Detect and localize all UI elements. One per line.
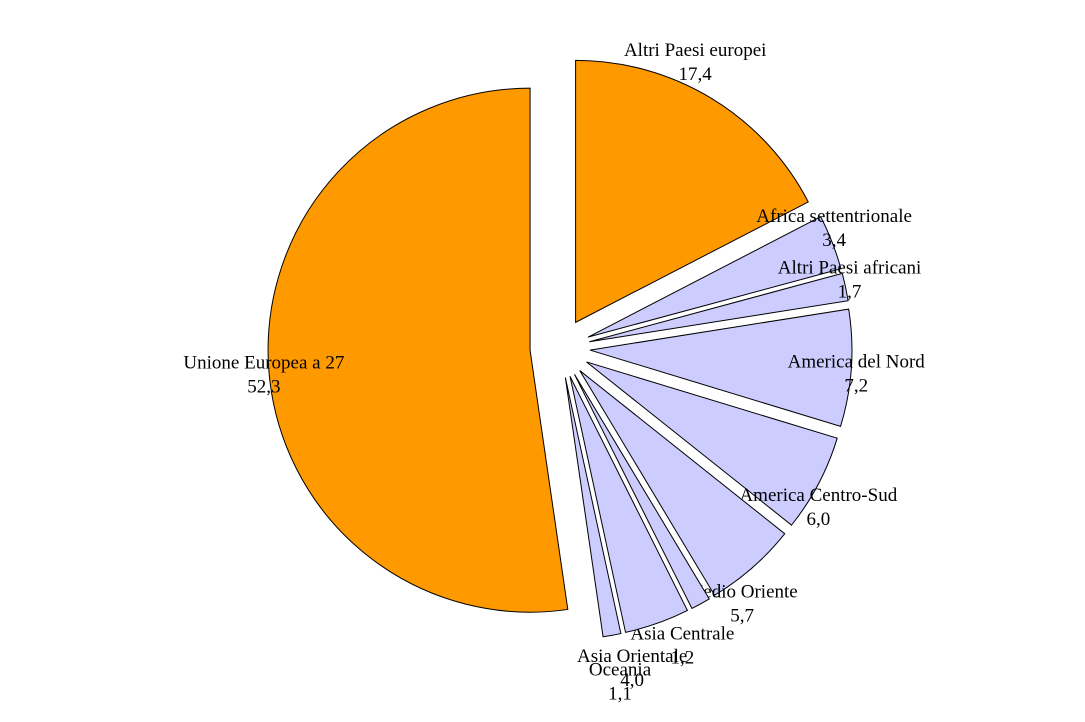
slice-label: America del Nord [788, 351, 926, 372]
pie-slice [589, 272, 849, 343]
pie-slice [574, 374, 710, 610]
slice-value: 6,0 [806, 509, 830, 530]
slice-value: 1,1 [608, 684, 632, 705]
slice-label: Medio Oriente [686, 581, 797, 602]
pie-slice [564, 377, 622, 638]
pie-slice [589, 308, 853, 427]
pie-slice [575, 59, 809, 324]
pie-slice [587, 216, 842, 338]
slice-value: 3,4 [822, 230, 846, 251]
slice-label: Altri Paesi africani [778, 258, 922, 279]
slice-value: 52,3 [247, 376, 280, 397]
slice-label: Unione Europea a 27 [183, 352, 344, 373]
pie-slice [569, 376, 689, 633]
slice-value: 4,0 [620, 670, 644, 691]
pie-slice [267, 87, 569, 613]
slice-value: 1,2 [670, 647, 694, 668]
slice-label: America Centro-Sud [739, 485, 897, 506]
slice-value: 5,7 [730, 605, 754, 626]
slice-label: Africa settentrionale [756, 206, 912, 227]
slice-label: Oceania [589, 660, 652, 681]
slice-value: 7,2 [844, 375, 868, 396]
slice-label: Asia Orientale [577, 646, 687, 667]
slice-value: 17,4 [679, 64, 713, 85]
slice-label: Asia Centrale [630, 623, 734, 644]
pie-slice [579, 370, 786, 596]
slice-label: Altri Paesi europei [624, 40, 766, 61]
slice-value: 1,7 [838, 282, 862, 303]
pie-slice [586, 361, 838, 526]
